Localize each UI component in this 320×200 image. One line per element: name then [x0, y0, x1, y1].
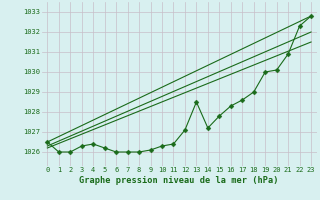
- X-axis label: Graphe pression niveau de la mer (hPa): Graphe pression niveau de la mer (hPa): [79, 176, 279, 185]
